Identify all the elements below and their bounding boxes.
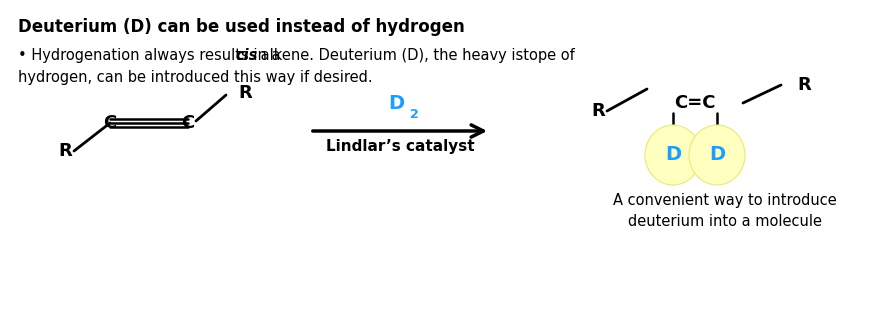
Ellipse shape	[656, 136, 691, 173]
Ellipse shape	[666, 148, 679, 162]
Text: Deuterium (D) can be used instead of hydrogen: Deuterium (D) can be used instead of hyd…	[18, 18, 465, 36]
Text: D: D	[709, 145, 725, 165]
Text: cis: cis	[235, 48, 258, 63]
Text: D: D	[388, 94, 404, 113]
Text: C=C: C=C	[674, 94, 716, 112]
Text: C: C	[104, 114, 117, 132]
Ellipse shape	[659, 140, 686, 170]
Ellipse shape	[663, 144, 683, 166]
Text: D: D	[665, 145, 681, 165]
Text: R: R	[797, 76, 811, 94]
Ellipse shape	[645, 125, 701, 185]
Text: Lindlar’s catalyst: Lindlar’s catalyst	[325, 139, 474, 154]
Text: 2: 2	[410, 108, 419, 121]
Text: hydrogen, can be introduced this way if desired.: hydrogen, can be introduced this way if …	[18, 70, 372, 85]
Ellipse shape	[649, 129, 698, 181]
Text: • Hydrogenation always results in a: • Hydrogenation always results in a	[18, 48, 285, 63]
Text: R: R	[58, 142, 72, 160]
Text: R: R	[238, 84, 252, 102]
Ellipse shape	[645, 125, 701, 185]
Text: A convenient way to introduce
deuterium into a molecule: A convenient way to introduce deuterium …	[613, 193, 837, 229]
Text: C: C	[181, 114, 194, 132]
Ellipse shape	[671, 152, 676, 158]
Ellipse shape	[689, 125, 745, 185]
Ellipse shape	[652, 133, 694, 177]
Text: R: R	[591, 102, 605, 120]
Text: alkene. Deuterium (D), the heavy istope of: alkene. Deuterium (D), the heavy istope …	[256, 48, 575, 63]
